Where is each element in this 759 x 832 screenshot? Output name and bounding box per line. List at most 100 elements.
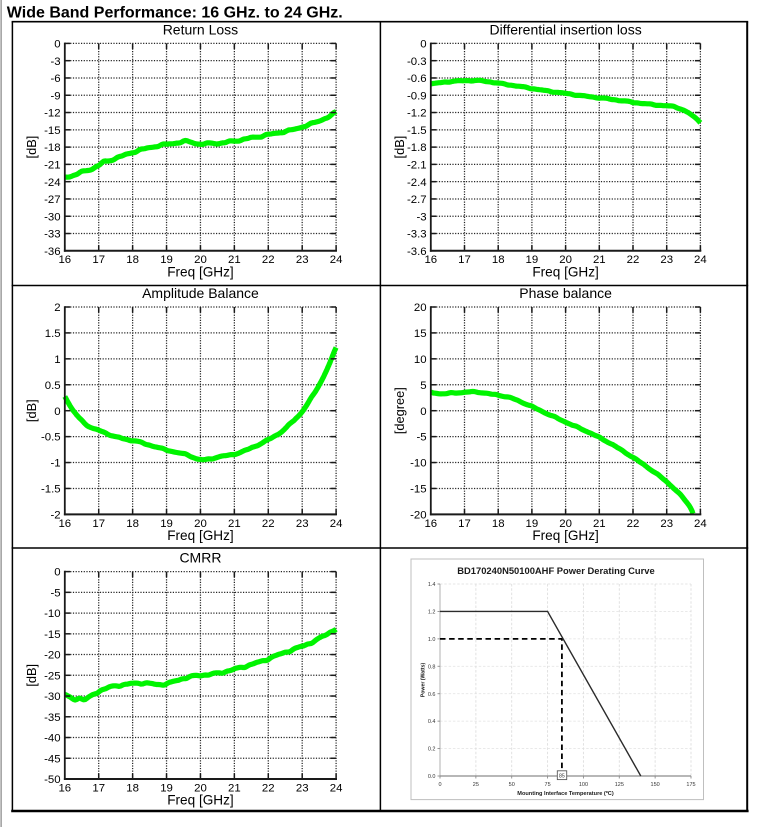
svg-text:-3: -3: [416, 211, 426, 223]
svg-text:24: 24: [694, 518, 707, 530]
svg-text:-15: -15: [410, 484, 426, 496]
svg-text:-2.7: -2.7: [407, 194, 427, 206]
svg-text:[dB]: [dB]: [24, 664, 39, 687]
svg-text:17: 17: [92, 518, 105, 530]
svg-text:-25: -25: [44, 670, 60, 682]
svg-text:0.5: 0.5: [45, 380, 61, 392]
svg-text:[degree]: [degree]: [392, 387, 407, 434]
svg-text:-33: -33: [44, 229, 60, 241]
svg-text:85: 85: [559, 774, 565, 780]
svg-text:1.2: 1.2: [428, 610, 436, 616]
svg-text:18: 18: [492, 254, 505, 266]
svg-text:-27: -27: [44, 194, 60, 206]
svg-text:0: 0: [54, 567, 60, 579]
svg-text:17: 17: [92, 782, 105, 794]
svg-text:-10: -10: [410, 458, 426, 470]
svg-text:23: 23: [660, 518, 673, 530]
svg-text:0.0: 0.0: [428, 774, 436, 780]
svg-text:19: 19: [526, 254, 539, 266]
svg-text:24: 24: [330, 254, 343, 266]
svg-text:Freq [GHz]: Freq [GHz]: [167, 528, 233, 543]
svg-text:0: 0: [438, 782, 441, 788]
svg-text:-2.1: -2.1: [407, 159, 427, 171]
svg-text:1.5: 1.5: [45, 328, 61, 340]
svg-text:-9: -9: [50, 90, 60, 102]
svg-text:-35: -35: [44, 712, 60, 724]
svg-text:-3.3: -3.3: [407, 229, 427, 241]
svg-text:19: 19: [160, 518, 173, 530]
svg-text:21: 21: [228, 254, 241, 266]
svg-text:100: 100: [579, 782, 588, 788]
svg-text:Freq [GHz]: Freq [GHz]: [167, 793, 233, 808]
svg-text:Freq [GHz]: Freq [GHz]: [532, 528, 598, 543]
svg-text:-30: -30: [44, 691, 60, 703]
svg-text:19: 19: [526, 518, 539, 530]
svg-text:-15: -15: [44, 125, 60, 137]
svg-text:-5: -5: [416, 432, 426, 444]
svg-text:0: 0: [54, 39, 60, 51]
svg-text:BD170240N50100AHF Power Derati: BD170240N50100AHF Power Derating Curve: [457, 565, 654, 576]
svg-text:[dB]: [dB]: [24, 399, 39, 422]
svg-text:-18: -18: [44, 142, 60, 154]
svg-text:-1.5: -1.5: [41, 484, 61, 496]
svg-text:Wide Band Performance: 16 GHz.: Wide Band Performance: 16 GHz. to 24 GHz…: [7, 4, 343, 21]
svg-text:-0.6: -0.6: [407, 73, 427, 85]
svg-text:-2: -2: [50, 510, 60, 522]
svg-text:17: 17: [92, 254, 105, 266]
svg-text:Mounting Interface Temperature: Mounting Interface Temperature (ºC): [517, 791, 614, 797]
svg-text:125: 125: [615, 782, 624, 788]
svg-text:Phase balance: Phase balance: [519, 285, 612, 301]
svg-text:-30: -30: [44, 211, 60, 223]
svg-text:150: 150: [651, 782, 660, 788]
svg-text:16: 16: [424, 254, 437, 266]
svg-text:19: 19: [160, 782, 173, 794]
svg-text:24: 24: [330, 518, 343, 530]
svg-text:5: 5: [420, 380, 426, 392]
svg-text:1.0: 1.0: [428, 637, 436, 643]
svg-text:-40: -40: [44, 733, 60, 745]
svg-text:21: 21: [593, 254, 606, 266]
svg-text:0.6: 0.6: [428, 692, 436, 698]
svg-text:22: 22: [627, 254, 640, 266]
svg-text:22: 22: [262, 254, 275, 266]
svg-text:-15: -15: [44, 629, 60, 641]
svg-text:20: 20: [414, 302, 427, 314]
svg-text:23: 23: [296, 254, 309, 266]
svg-text:-50: -50: [44, 774, 60, 786]
svg-text:17: 17: [458, 518, 471, 530]
svg-text:-0.9: -0.9: [407, 90, 427, 102]
svg-text:[dB]: [dB]: [392, 136, 407, 159]
svg-text:20: 20: [559, 518, 572, 530]
svg-text:10: 10: [414, 354, 427, 366]
svg-text:-10: -10: [44, 608, 60, 620]
svg-text:25: 25: [473, 782, 479, 788]
svg-text:20: 20: [194, 254, 207, 266]
svg-text:18: 18: [126, 782, 139, 794]
svg-text:20: 20: [194, 782, 207, 794]
svg-text:0: 0: [420, 39, 426, 51]
svg-text:-3.6: -3.6: [407, 246, 427, 258]
svg-text:24: 24: [694, 254, 707, 266]
svg-text:16: 16: [58, 254, 71, 266]
svg-text:-24: -24: [44, 177, 60, 189]
svg-text:Differential insertion loss: Differential insertion loss: [489, 21, 641, 37]
svg-text:0: 0: [54, 406, 60, 418]
svg-text:16: 16: [424, 518, 437, 530]
svg-text:18: 18: [126, 518, 139, 530]
svg-text:24: 24: [330, 782, 343, 794]
svg-text:[dB]: [dB]: [24, 136, 39, 159]
svg-text:2: 2: [54, 302, 60, 314]
svg-text:-20: -20: [410, 510, 426, 522]
svg-text:-1.5: -1.5: [407, 125, 427, 137]
svg-text:-45: -45: [44, 753, 60, 765]
svg-text:23: 23: [296, 518, 309, 530]
svg-text:22: 22: [262, 782, 275, 794]
svg-text:-6: -6: [50, 73, 60, 85]
svg-text:0: 0: [420, 406, 426, 418]
svg-text:20: 20: [194, 518, 207, 530]
svg-text:0.2: 0.2: [428, 747, 436, 753]
svg-text:Power (Watts): Power (Watts): [421, 663, 427, 698]
svg-text:-0.3: -0.3: [407, 56, 427, 68]
svg-text:-5: -5: [50, 587, 60, 599]
svg-text:17: 17: [458, 254, 471, 266]
